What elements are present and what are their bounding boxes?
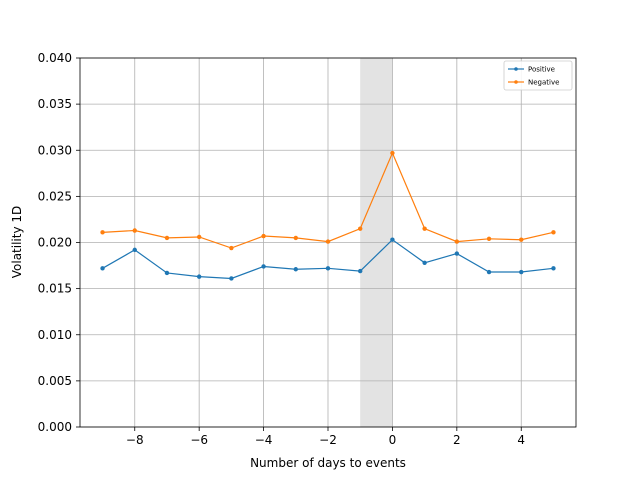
data-point-negative bbox=[100, 230, 105, 235]
legend-label-positive: Positive bbox=[528, 66, 555, 74]
data-point-negative bbox=[229, 245, 234, 251]
data-point-positive bbox=[132, 247, 137, 253]
data-point-negative bbox=[132, 228, 137, 233]
y-tick-label: 0.025 bbox=[38, 189, 72, 203]
data-point-positive bbox=[551, 266, 556, 271]
y-tick-label: 0.035 bbox=[38, 97, 72, 111]
data-point-positive bbox=[422, 260, 427, 265]
data-point-positive bbox=[486, 269, 492, 275]
data-point-positive bbox=[293, 267, 298, 272]
data-point-negative bbox=[390, 150, 395, 156]
x-tick-label: −6 bbox=[190, 433, 208, 447]
y-tick-label: 0.005 bbox=[38, 374, 72, 388]
x-tick-label: −2 bbox=[319, 433, 337, 447]
data-point-negative bbox=[293, 235, 298, 241]
x-tick-label: 0 bbox=[389, 433, 397, 447]
legend-marker-positive bbox=[514, 67, 518, 71]
data-point-negative bbox=[551, 230, 556, 235]
y-tick-label: 0.020 bbox=[38, 236, 72, 250]
data-point-positive bbox=[229, 276, 234, 281]
data-point-negative bbox=[196, 234, 202, 240]
y-tick-label: 0.015 bbox=[38, 282, 72, 296]
data-point-positive bbox=[454, 251, 460, 256]
data-point-positive bbox=[325, 266, 331, 271]
x-tick-label: 2 bbox=[453, 433, 461, 447]
data-point-negative bbox=[422, 226, 427, 231]
x-axis-label: Number of days to events bbox=[250, 456, 406, 470]
data-point-positive bbox=[261, 264, 266, 269]
data-point-negative bbox=[164, 235, 170, 241]
data-point-negative bbox=[358, 226, 363, 231]
y-tick-label: 0.000 bbox=[38, 420, 72, 434]
axis-ticks: −8 −6 −4 −2 0 2 4 0.000 0.005 0.010 0.015 0.020 0.02… bbox=[38, 51, 525, 447]
data-point-negative bbox=[454, 239, 460, 244]
legend-label-negative: Negative bbox=[528, 79, 559, 87]
y-tick-label: 0.030 bbox=[38, 143, 72, 157]
data-point-positive bbox=[390, 237, 395, 242]
y-tick-label: 0.040 bbox=[38, 51, 72, 65]
x-tick-label: −8 bbox=[126, 433, 144, 447]
data-point-negative bbox=[486, 236, 492, 242]
data-point-negative bbox=[261, 233, 266, 239]
y-axis-label: Volatility 1D bbox=[10, 206, 24, 279]
data-point-negative bbox=[325, 239, 331, 244]
data-point-positive bbox=[100, 266, 105, 271]
data-point-positive bbox=[519, 269, 524, 275]
data-point-positive bbox=[358, 268, 363, 274]
data-point-positive bbox=[164, 270, 170, 276]
y-tick-label: 0.010 bbox=[38, 328, 72, 342]
legend-marker-negative bbox=[514, 80, 518, 84]
data-point-negative bbox=[519, 237, 524, 242]
x-tick-label: 4 bbox=[517, 433, 525, 447]
x-tick-label: −4 bbox=[255, 433, 273, 447]
data-point-positive bbox=[196, 274, 202, 279]
legend: Positive Negative bbox=[503, 60, 573, 91]
legend-box bbox=[503, 60, 573, 91]
series-lines bbox=[100, 150, 556, 281]
